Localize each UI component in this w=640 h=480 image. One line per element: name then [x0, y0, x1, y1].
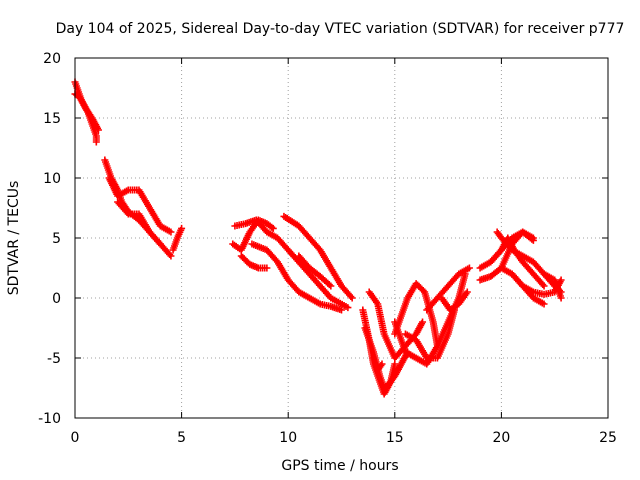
- data-point: [540, 300, 548, 308]
- data-point: [540, 282, 548, 290]
- series-track-28: [540, 270, 565, 302]
- data-point: [529, 234, 537, 242]
- y-tick-label: -10: [38, 411, 61, 427]
- data-point: [123, 209, 131, 216]
- series-track-2: [71, 90, 102, 134]
- data-point: [166, 251, 174, 258]
- data-point: [344, 304, 352, 312]
- y-tick-label: 10: [43, 171, 61, 187]
- series-track-10: [237, 252, 271, 272]
- data-point: [465, 264, 473, 272]
- data-point: [156, 240, 164, 248]
- series-track-8: [231, 216, 352, 312]
- data-point: [419, 318, 427, 326]
- y-tick-label: 0: [52, 291, 61, 307]
- x-tick-label: 5: [177, 430, 186, 446]
- y-tick-label: 5: [52, 231, 61, 247]
- data-point: [167, 252, 175, 260]
- x-tick-label: 10: [279, 430, 297, 446]
- series-track-16: [369, 354, 386, 374]
- data-point: [263, 264, 271, 272]
- series-track-12: [295, 252, 335, 290]
- data-point: [167, 228, 175, 236]
- series-track-5: [114, 198, 164, 248]
- data-point: [539, 281, 547, 288]
- series-track-11: [280, 212, 356, 302]
- x-tick-label: 20: [492, 430, 510, 446]
- x-tick-label: 25: [599, 430, 617, 446]
- data-point: [557, 294, 565, 302]
- y-axis-label: SDTVAR / TECUs: [6, 181, 22, 296]
- data-point: [155, 239, 163, 246]
- data-point: [325, 281, 333, 289]
- data-points: [71, 78, 565, 398]
- series-track-27: [497, 228, 537, 272]
- data-point: [391, 360, 399, 368]
- data-point: [347, 293, 355, 300]
- data-point: [557, 276, 565, 284]
- series-track-6: [169, 224, 186, 254]
- data-point: [338, 306, 345, 314]
- series-track-19: [401, 306, 458, 362]
- grid: [75, 58, 608, 418]
- y-tick-label: 20: [43, 51, 61, 67]
- data-point: [269, 224, 277, 232]
- data-point: [178, 224, 186, 232]
- chart-title: Day 104 of 2025, Sidereal Day-to-day VTE…: [56, 21, 625, 37]
- data-point: [377, 362, 385, 369]
- x-tick-label: 0: [71, 430, 80, 446]
- series-track-21: [438, 288, 471, 314]
- axis-ticks: 0 5 10 15 20 25 -10 -5 0 5 10 15 20: [38, 51, 617, 446]
- data-point: [327, 282, 335, 290]
- data-point: [378, 360, 386, 368]
- series-track-4: [105, 174, 175, 236]
- y-tick-label: -5: [47, 351, 61, 367]
- series-track-23: [487, 234, 548, 290]
- data-point: [463, 288, 471, 296]
- data-point: [92, 138, 100, 146]
- series-track-9: [248, 240, 345, 314]
- series-track-7: [229, 216, 277, 254]
- series-track-20: [423, 264, 473, 314]
- x-tick-label: 15: [386, 430, 404, 446]
- x-axis-label: GPS time / hours: [281, 458, 398, 474]
- data-point: [94, 126, 102, 134]
- data-point: [348, 294, 356, 302]
- y-tick-label: 15: [43, 111, 61, 127]
